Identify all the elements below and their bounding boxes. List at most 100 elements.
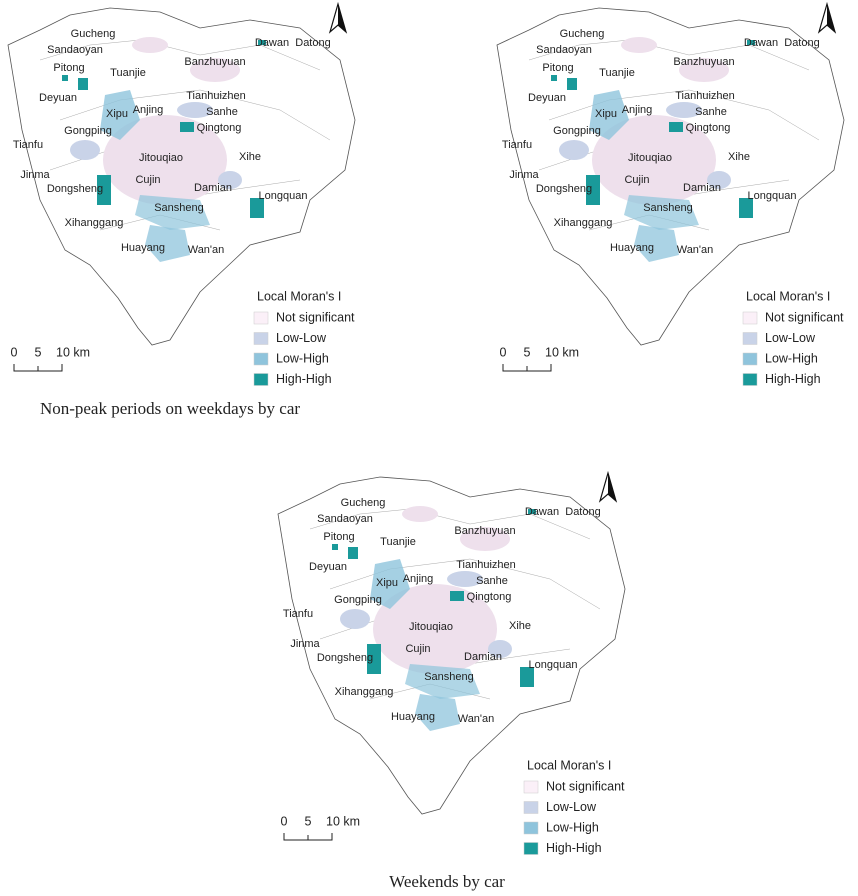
scale-label: 5 <box>305 814 312 828</box>
place-label: Datong <box>784 37 819 49</box>
legend-title: Local Moran's I <box>527 758 611 772</box>
place-label: Longquan <box>259 190 308 202</box>
legend-swatch <box>742 352 758 366</box>
place-label: Gongping <box>553 125 601 137</box>
place-label: Tuanjie <box>110 67 146 79</box>
scale-bar <box>502 364 552 372</box>
scale-label: 5 <box>524 345 531 359</box>
place-label: Sandaoyan <box>317 513 373 525</box>
scale-bar <box>283 833 333 841</box>
place-label: Sandaoyan <box>47 44 103 56</box>
legend-swatch <box>523 780 539 794</box>
legend-swatch <box>253 311 269 325</box>
legend-swatch <box>523 821 539 835</box>
place-label: Xipu <box>595 108 617 120</box>
place-label: Xihe <box>509 620 531 632</box>
place-label: Sanhe <box>695 106 727 118</box>
place-label: Anjing <box>133 104 164 116</box>
place-label: Qingtong <box>686 122 731 134</box>
legend-label: High-High <box>546 841 602 855</box>
place-label: Jitouqiao <box>628 152 672 164</box>
place-label: Jinma <box>290 638 320 650</box>
place-label: Sansheng <box>424 671 474 683</box>
scale-label: 0 <box>500 345 507 359</box>
north-arrow <box>599 472 617 502</box>
legend-label: Not significant <box>765 310 844 324</box>
legend-swatch <box>253 332 269 345</box>
legend-label: Low-High <box>546 820 599 834</box>
place-label: Anjing <box>403 573 434 585</box>
place-label: Sanhe <box>206 106 238 118</box>
place-label: Gucheng <box>560 28 605 40</box>
place-label: Damian <box>683 182 721 194</box>
legend-label: Low-High <box>276 351 329 365</box>
place-label: Tianhuizhen <box>186 90 246 102</box>
map-panel: Gucheng Sandaoyan Dawan Datong Pitong Banzhuy… <box>7 3 356 418</box>
place-label: Damian <box>194 182 232 194</box>
place-label: Huayang <box>391 711 435 723</box>
legend-label: Low-Low <box>765 331 816 345</box>
place-label: Longquan <box>748 190 797 202</box>
legend-label: Low-High <box>765 351 818 365</box>
legend-title: Local Moran's I <box>257 289 341 303</box>
legend-label: High-High <box>765 372 821 386</box>
place-label: Longquan <box>529 659 578 671</box>
panel-caption: Weekends by car <box>389 872 505 891</box>
legend-label: Not significant <box>276 310 355 324</box>
place-label: Pitong <box>53 62 84 74</box>
place-label: Dawan <box>255 37 289 49</box>
place-label: Tianhuizhen <box>456 559 516 571</box>
legend-swatch <box>742 311 758 325</box>
place-label: Gongping <box>334 594 382 606</box>
place-label: Tuanjie <box>380 536 416 548</box>
place-label: Banzhuyuan <box>673 56 734 68</box>
place-label: Pitong <box>323 531 354 543</box>
place-label: Huayang <box>121 242 165 254</box>
legend-swatch <box>253 352 269 366</box>
place-label: Anjing <box>622 104 653 116</box>
scale-bar <box>13 364 63 372</box>
place-label: Cujin <box>624 174 649 186</box>
place-label: Cujin <box>405 643 430 655</box>
place-label: Huayang <box>610 242 654 254</box>
place-label: Deyuan <box>39 92 77 104</box>
map-panel: Gucheng Sandaoyan Dawan Datong Pitong Banzhuy… <box>277 472 626 891</box>
place-label: Jinma <box>509 169 539 181</box>
legend-swatch <box>253 373 269 386</box>
place-label: Sansheng <box>643 202 693 214</box>
legend-title: Local Moran's I <box>746 289 830 303</box>
place-label: Banzhuyuan <box>184 56 245 68</box>
place-label: Xihanggang <box>554 217 613 229</box>
place-label: Tianhuizhen <box>675 90 735 102</box>
place-label: Qingtong <box>197 122 242 134</box>
place-label: Dawan <box>525 506 559 518</box>
place-label: Dawan <box>744 37 778 49</box>
place-label: Dongsheng <box>536 183 592 195</box>
place-label: Banzhuyuan <box>454 525 515 537</box>
place-label: Qingtong <box>467 591 512 603</box>
place-label: Deyuan <box>309 561 347 573</box>
place-label: Tianfu <box>283 608 313 620</box>
place-label: Sanhe <box>476 575 508 587</box>
place-label: Datong <box>565 506 600 518</box>
place-label: Xihe <box>239 151 261 163</box>
legend-swatch <box>523 842 539 855</box>
place-label: Sandaoyan <box>536 44 592 56</box>
place-label: Xipu <box>106 108 128 120</box>
place-label: Xipu <box>376 577 398 589</box>
legend-label: High-High <box>276 372 332 386</box>
north-arrow <box>818 3 836 33</box>
place-label: Sansheng <box>154 202 204 214</box>
place-label: Tianfu <box>502 139 532 151</box>
place-label: Datong <box>295 37 330 49</box>
place-label: Wan'an <box>458 713 495 725</box>
place-label: Damian <box>464 651 502 663</box>
scale-label: 0 <box>281 814 288 828</box>
place-label: Wan'an <box>188 244 225 256</box>
scale-label: 10 km <box>326 814 360 828</box>
place-label: Xihanggang <box>335 686 394 698</box>
scale-label: 10 km <box>545 345 579 359</box>
place-label: Gucheng <box>71 28 116 40</box>
north-arrow <box>329 3 347 33</box>
